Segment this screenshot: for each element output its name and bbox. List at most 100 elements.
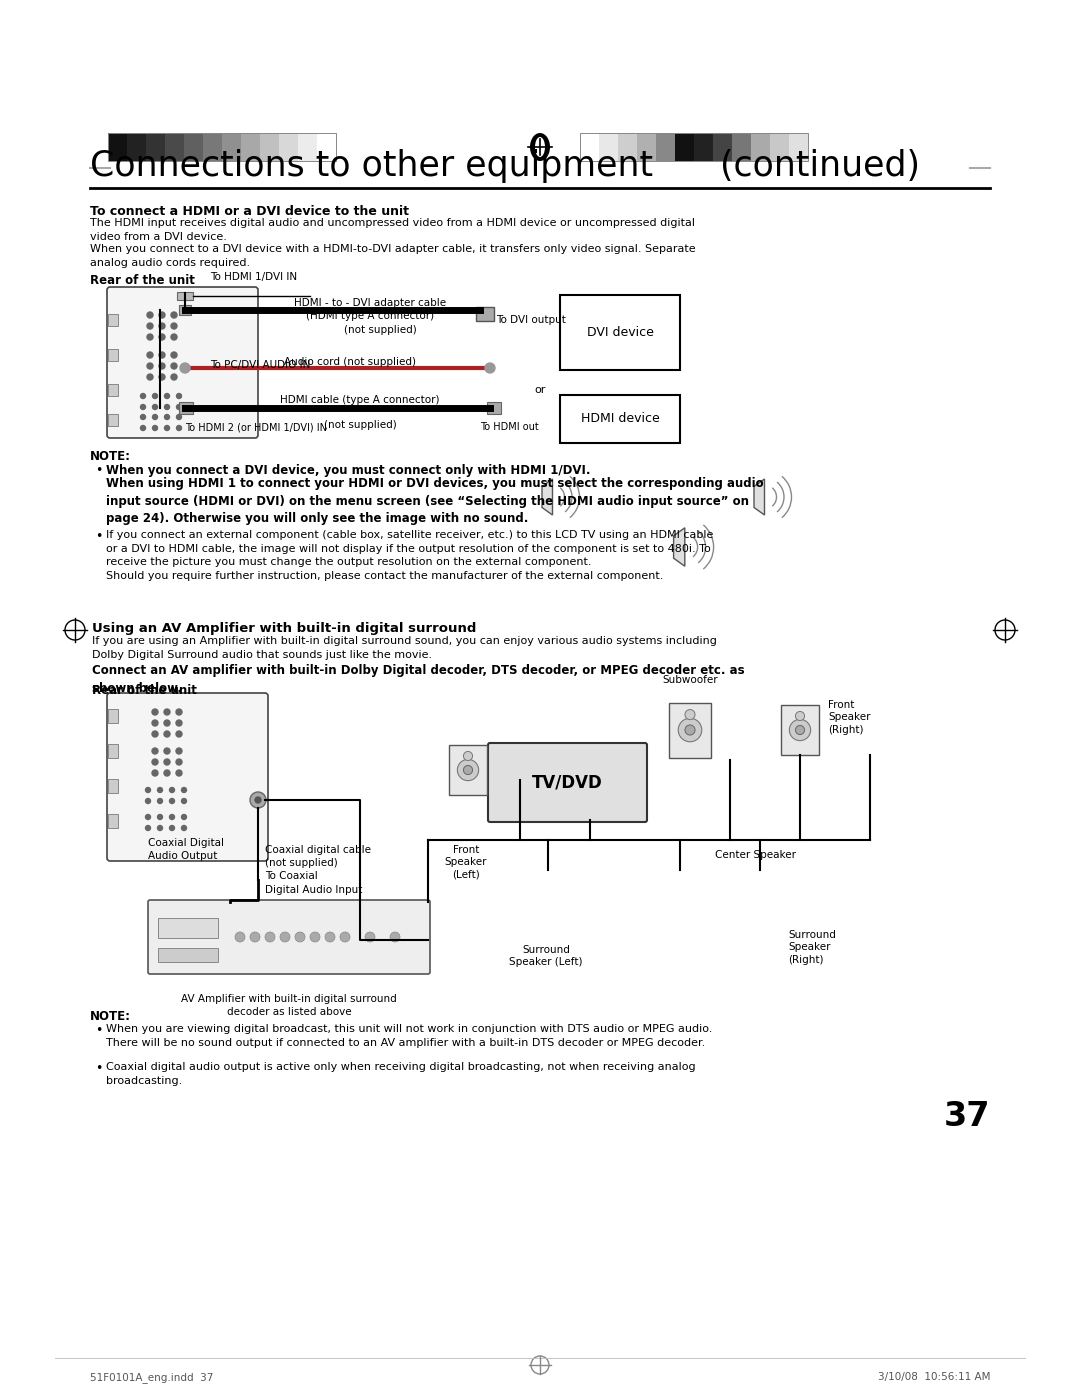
Circle shape <box>678 718 702 742</box>
Text: HDMI cable (type A connector): HDMI cable (type A connector) <box>280 395 440 405</box>
Circle shape <box>235 932 245 942</box>
Circle shape <box>796 711 805 721</box>
Bar <box>108 814 118 828</box>
Circle shape <box>140 394 146 398</box>
Bar <box>637 133 656 161</box>
Text: 3/10/08  10:56:11 AM: 3/10/08 10:56:11 AM <box>877 1372 990 1382</box>
Text: DVI device: DVI device <box>586 326 653 339</box>
Bar <box>108 133 336 161</box>
Text: To HDMI 1/DVI IN: To HDMI 1/DVI IN <box>210 272 297 282</box>
Bar <box>298 133 318 161</box>
Bar <box>108 780 118 793</box>
Text: •: • <box>95 1024 103 1037</box>
Circle shape <box>159 363 165 369</box>
Circle shape <box>171 323 177 330</box>
Bar <box>732 133 751 161</box>
Text: When using HDMI 1 to connect your HDMI or DVI devices, you must select the corre: When using HDMI 1 to connect your HDMI o… <box>106 476 764 525</box>
Circle shape <box>365 932 375 942</box>
Circle shape <box>170 788 175 792</box>
Circle shape <box>159 374 165 380</box>
Circle shape <box>164 731 170 738</box>
Circle shape <box>158 814 162 820</box>
Bar <box>770 133 789 161</box>
Circle shape <box>159 312 165 319</box>
Circle shape <box>147 363 153 369</box>
Text: Front
Speaker
(Right): Front Speaker (Right) <box>828 700 870 735</box>
Text: Front
Speaker
(Left): Front Speaker (Left) <box>445 845 487 880</box>
Bar <box>487 402 501 414</box>
Circle shape <box>159 323 165 330</box>
Circle shape <box>152 405 158 409</box>
Circle shape <box>295 932 305 942</box>
Circle shape <box>176 405 181 409</box>
Bar <box>108 414 118 426</box>
Circle shape <box>171 312 177 319</box>
Circle shape <box>176 719 183 726</box>
Circle shape <box>164 759 170 766</box>
Circle shape <box>340 932 350 942</box>
Circle shape <box>310 932 320 942</box>
Text: HDMI device: HDMI device <box>581 412 660 426</box>
Circle shape <box>176 426 181 430</box>
Text: HDMI - to - DVI adapter cable
(HDMI type A connector): HDMI - to - DVI adapter cable (HDMI type… <box>294 298 446 321</box>
Bar <box>694 133 713 161</box>
Circle shape <box>152 394 158 398</box>
Bar <box>561 295 680 370</box>
Bar <box>203 133 222 161</box>
Text: Audio cord (not supplied): Audio cord (not supplied) <box>284 358 416 367</box>
Bar <box>279 133 298 161</box>
Text: To HDMI out: To HDMI out <box>480 422 539 432</box>
Bar <box>108 314 118 326</box>
Circle shape <box>796 725 805 735</box>
Circle shape <box>463 752 473 760</box>
Circle shape <box>255 798 261 803</box>
Bar <box>158 918 218 937</box>
Circle shape <box>140 415 146 419</box>
Circle shape <box>176 747 183 754</box>
Bar <box>108 710 118 724</box>
Circle shape <box>140 405 146 409</box>
Polygon shape <box>674 528 685 566</box>
Circle shape <box>164 770 170 775</box>
Circle shape <box>152 719 158 726</box>
Circle shape <box>147 334 153 339</box>
Circle shape <box>181 799 187 803</box>
Text: When you connect to a DVI device with a HDMI-to-DVI adapter cable, it transfers : When you connect to a DVI device with a … <box>90 244 696 268</box>
Bar <box>656 133 675 161</box>
Bar <box>449 745 487 795</box>
Bar <box>165 133 184 161</box>
Polygon shape <box>542 479 553 515</box>
Circle shape <box>152 747 158 754</box>
Bar <box>184 133 203 161</box>
Circle shape <box>181 826 187 830</box>
Text: To connect a HDMI or a DVI device to the unit: To connect a HDMI or a DVI device to the… <box>90 205 409 218</box>
Circle shape <box>140 426 146 430</box>
Text: To HDMI 2 (or HDMI 1/DVI) IN: To HDMI 2 (or HDMI 1/DVI) IN <box>185 422 327 432</box>
Circle shape <box>685 710 696 719</box>
Polygon shape <box>754 479 765 515</box>
Bar <box>751 133 770 161</box>
Circle shape <box>176 770 183 775</box>
Text: Connect an AV amplifier with built-in Dolby Digital decoder, DTS decoder, or MPE: Connect an AV amplifier with built-in Do… <box>92 664 744 694</box>
Circle shape <box>176 731 183 738</box>
Circle shape <box>158 826 162 830</box>
FancyBboxPatch shape <box>488 743 647 821</box>
Bar <box>158 949 218 963</box>
Bar <box>318 133 336 161</box>
Circle shape <box>158 788 162 792</box>
Circle shape <box>158 799 162 803</box>
Circle shape <box>265 932 275 942</box>
Circle shape <box>147 352 153 358</box>
Text: If you are using an Amplifier with built-in digital surround sound, you can enjo: If you are using an Amplifier with built… <box>92 636 717 659</box>
Bar <box>599 133 618 161</box>
Circle shape <box>146 826 150 830</box>
Circle shape <box>146 788 150 792</box>
Bar <box>108 349 118 360</box>
Circle shape <box>152 731 158 738</box>
Bar <box>241 133 260 161</box>
Text: •: • <box>95 529 103 543</box>
Text: NOTE:: NOTE: <box>90 1010 131 1023</box>
Circle shape <box>170 814 175 820</box>
Circle shape <box>152 426 158 430</box>
Bar <box>179 305 191 314</box>
